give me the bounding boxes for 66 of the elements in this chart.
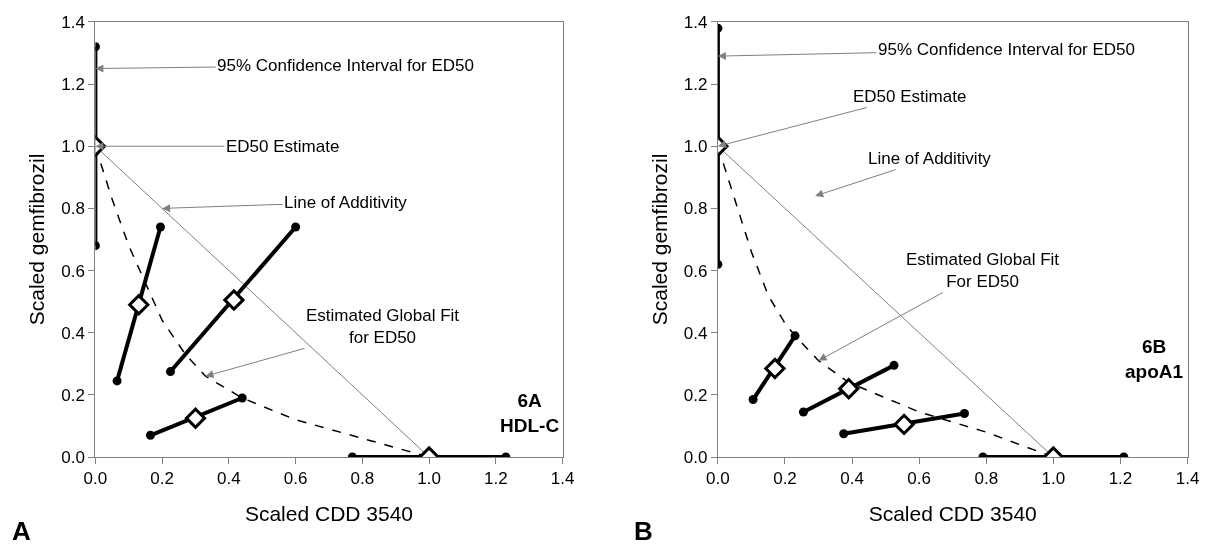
point bbox=[184, 407, 207, 429]
x-tick-label: 0.0 bbox=[83, 469, 108, 489]
x-tick-label: 1.4 bbox=[1175, 469, 1200, 489]
y-tick-label: 1.0 bbox=[683, 137, 708, 157]
x-tick-label: 0.8 bbox=[974, 469, 999, 489]
y-tick-label: 1.2 bbox=[683, 75, 708, 95]
point bbox=[748, 395, 758, 405]
y-tick-label: 0.8 bbox=[61, 199, 85, 219]
text: A bbox=[12, 516, 31, 546]
x-tick-label: 0.8 bbox=[350, 469, 375, 489]
x-tick-label: 0.4 bbox=[217, 469, 241, 489]
annotation: ED50 Estimate bbox=[853, 87, 967, 106]
annotation: Estimated Global Fit for ED50 bbox=[306, 306, 460, 348]
annotation: ED50 Estimate bbox=[226, 137, 340, 156]
y-tick-label: 0.2 bbox=[683, 385, 708, 405]
x-tick-label: 1.2 bbox=[1108, 469, 1133, 489]
point bbox=[223, 289, 245, 311]
x-tick-label: 1.0 bbox=[417, 469, 441, 489]
annotation: 6A HDL-C bbox=[500, 390, 560, 436]
point bbox=[798, 407, 808, 417]
point bbox=[893, 413, 915, 435]
point bbox=[838, 378, 860, 400]
annotation: Line of Additivity bbox=[868, 149, 992, 168]
point bbox=[764, 357, 786, 380]
y-tick-label: 0.2 bbox=[61, 385, 85, 405]
point bbox=[155, 222, 165, 232]
y-tick-label: 0.8 bbox=[683, 199, 708, 219]
annotation: 95% Confidence Interval for ED50 bbox=[878, 40, 1136, 59]
x-axis-title: Scaled CDD 3540 bbox=[244, 501, 414, 525]
y-tick-label: 0.0 bbox=[61, 447, 85, 467]
y-tick-label: 0.6 bbox=[61, 261, 85, 281]
y-tick-label: 1.0 bbox=[61, 137, 85, 157]
x-tick-label: 1.0 bbox=[1041, 469, 1066, 489]
point bbox=[145, 430, 155, 440]
point bbox=[291, 222, 301, 232]
point bbox=[790, 331, 800, 341]
x-axis-title: Scaled CDD 3540 bbox=[868, 501, 1037, 525]
point bbox=[889, 360, 899, 370]
x-tick-label: 0.6 bbox=[283, 469, 308, 489]
annotation: Line of Additivity bbox=[284, 193, 408, 212]
y-tick-label: 0.6 bbox=[683, 261, 708, 281]
x-tick-label: 1.4 bbox=[550, 469, 575, 489]
point bbox=[839, 429, 849, 439]
y-axis-title: Scaled gemfibrozil bbox=[648, 153, 672, 326]
y-axis-title: Scaled gemfibrozil bbox=[25, 153, 49, 326]
point bbox=[128, 294, 150, 316]
x-tick-label: 1.2 bbox=[484, 469, 508, 489]
y-tick-label: 0.4 bbox=[61, 323, 85, 343]
x-tick-label: 0.6 bbox=[907, 469, 931, 489]
point bbox=[112, 376, 122, 386]
annotation: 6B apoA1 bbox=[1125, 336, 1184, 382]
x-tick-label: 0.4 bbox=[840, 469, 864, 489]
y-tick-label: 0.0 bbox=[683, 447, 708, 467]
point bbox=[165, 367, 175, 377]
y-tick-label: 0.4 bbox=[683, 323, 708, 343]
point bbox=[237, 393, 247, 403]
x-tick-label: 0.2 bbox=[773, 469, 797, 489]
annotation: Estimated Global Fit For ED50 bbox=[906, 250, 1060, 292]
x-tick-label: 0.0 bbox=[706, 469, 730, 489]
point bbox=[959, 409, 969, 419]
text: B bbox=[634, 516, 653, 546]
y-tick-label: 1.2 bbox=[61, 75, 85, 95]
y-tick-label: 1.4 bbox=[683, 12, 708, 32]
x-tick-label: 0.2 bbox=[150, 469, 174, 489]
y-tick-label: 1.4 bbox=[61, 12, 85, 32]
annotation: 95% Confidence Interval for ED50 bbox=[217, 56, 475, 75]
